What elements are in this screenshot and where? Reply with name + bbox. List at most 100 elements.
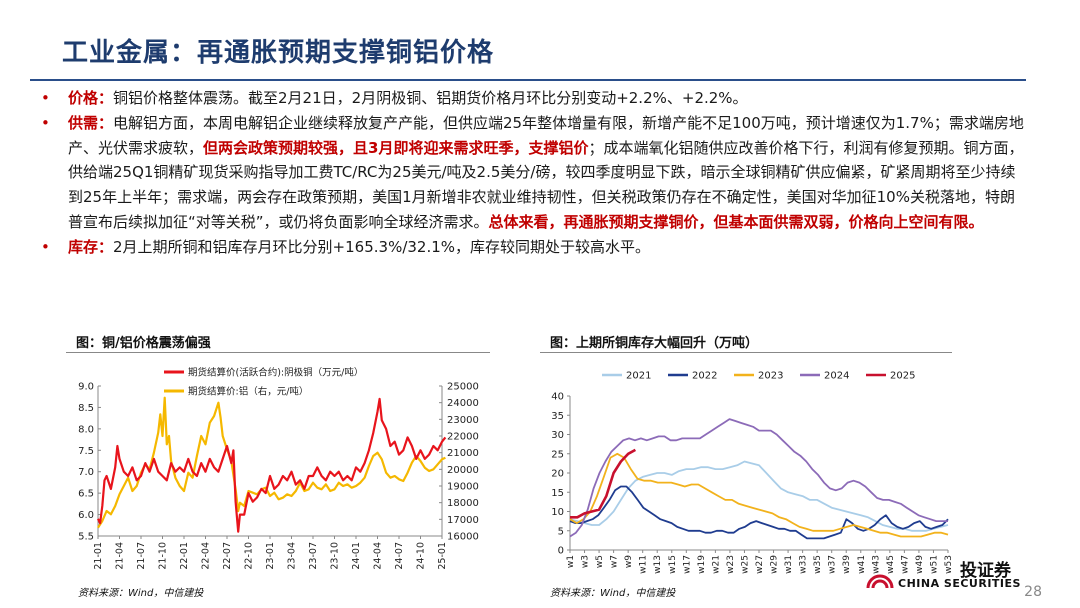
x-tick-label: w25 bbox=[740, 555, 750, 574]
bullet-lead: 供需： bbox=[68, 113, 114, 132]
logo-en: CHINA SECURITIES bbox=[898, 577, 1021, 590]
x-tick-label: w23 bbox=[726, 555, 736, 574]
x-tick-label: w43 bbox=[871, 555, 881, 574]
y2-tick-label: 23000 bbox=[447, 415, 479, 426]
y-tick-label: 10 bbox=[551, 507, 564, 518]
series-2023-line bbox=[569, 452, 949, 538]
series-2025-line bbox=[570, 448, 637, 519]
logo-zh: 投证券 bbox=[960, 561, 1011, 581]
y2-tick-label: 16000 bbox=[447, 532, 479, 543]
legend-label: 2022 bbox=[692, 371, 717, 382]
x-tick-label: w7 bbox=[610, 555, 620, 568]
x-tick-label: w5 bbox=[595, 555, 605, 568]
x-tick-label: w53 bbox=[944, 555, 954, 574]
legend-label: 2024 bbox=[824, 371, 849, 382]
y-tick-label: 6.0 bbox=[78, 510, 94, 521]
y-tick-label: 5 bbox=[558, 526, 564, 537]
bullet-list: • 价格：铜铝价格整体震荡。截至2月21日，2月阴极铜、铝期货价格月环比分别变动… bbox=[38, 86, 1028, 260]
x-tick-label: 23-07 bbox=[308, 542, 319, 570]
bullet-text: 电解铝方面，本周电解铝企业继续释放复产产能，但供应端25年整体增量有限，新增产能… bbox=[68, 113, 1024, 157]
logo-mark-icon bbox=[866, 574, 894, 589]
y-tick-label: 8.0 bbox=[78, 424, 94, 435]
x-tick-label: w17 bbox=[682, 555, 692, 574]
x-tick-label: 22-01 bbox=[179, 542, 190, 570]
bullet-dot-icon: • bbox=[41, 237, 50, 256]
y-tick-label: 5.5 bbox=[78, 532, 94, 543]
x-tick-label: w37 bbox=[828, 555, 838, 574]
y-tick-label: 8.5 bbox=[78, 403, 94, 414]
y-tick-label: 7.5 bbox=[78, 446, 94, 457]
y-tick-label: 25 bbox=[551, 449, 564, 460]
x-tick-label: w47 bbox=[900, 555, 910, 574]
bullet-highlight: 总体来看，再通胀预期支撑铜价，但基本面供需双弱，价格向上空间有限。 bbox=[488, 212, 984, 231]
title-divider bbox=[30, 79, 1026, 81]
y2-tick-label: 25000 bbox=[447, 382, 479, 393]
series-aluminum-line bbox=[97, 396, 446, 529]
y-tick-label: 40 bbox=[551, 392, 564, 403]
x-tick-label: w15 bbox=[668, 555, 678, 574]
y2-tick-label: 21000 bbox=[447, 448, 479, 459]
x-tick-label: w31 bbox=[784, 555, 794, 574]
x-tick-label: 24-10 bbox=[416, 542, 427, 570]
left-chart-source: 资料来源：Wind，中信建投 bbox=[78, 588, 204, 599]
bullet-supply-demand: • 供需：电解铝方面，本周电解铝企业继续释放复产产能，但供应端25年整体增量有限… bbox=[38, 111, 1028, 235]
y-tick-label: 9.0 bbox=[78, 382, 94, 393]
bullet-text: ；成本端氧化铝随供应改善价格下行，利润有修复预期。铜方面，供给端25Q1铜精矿现… bbox=[68, 138, 1024, 231]
y-tick-label: 6.5 bbox=[78, 489, 94, 500]
bullet-price: • 价格：铜铝价格整体震荡。截至2月21日，2月阴极铜、铝期货价格月环比分别变动… bbox=[38, 86, 1028, 111]
page-title: 工业金属：再通胀预期支撑铜铝价格 bbox=[62, 38, 495, 68]
x-tick-label: 21-01 bbox=[93, 542, 104, 570]
x-tick-label: 22-07 bbox=[222, 542, 233, 570]
x-tick-label: w21 bbox=[711, 555, 721, 574]
y-tick-label: 0 bbox=[558, 546, 564, 557]
x-tick-label: 25-01 bbox=[437, 542, 448, 570]
x-tick-label: 21-07 bbox=[136, 542, 147, 570]
x-tick-label: w51 bbox=[929, 555, 939, 574]
x-tick-label: w9 bbox=[624, 555, 634, 568]
right-chart-heading: 图：上期所铜库存大幅回升（万吨） bbox=[540, 330, 952, 353]
left-chart-heading: 图：铜/铝价格震荡偏强 bbox=[66, 330, 490, 353]
x-tick-label: w27 bbox=[755, 555, 765, 574]
x-tick-label: w3 bbox=[581, 555, 591, 568]
series-2024-line bbox=[569, 418, 948, 538]
bullet-dot-icon: • bbox=[41, 113, 50, 132]
x-tick-label: w19 bbox=[697, 555, 707, 574]
left-chart-heading-text: 图：铜/铝价格震荡偏强 bbox=[76, 336, 211, 351]
y-tick-label: 35 bbox=[551, 411, 564, 422]
x-tick-label: w45 bbox=[886, 555, 896, 574]
page-number: 28 bbox=[1024, 584, 1042, 600]
y2-tick-label: 22000 bbox=[447, 432, 479, 443]
copper-aluminum-price-chart: 5.5 6.0 6.5 7.0 7.5 8.0 8.5 9.0 16000 17000 18000 1… bbox=[78, 367, 479, 570]
x-tick-label: 22-04 bbox=[201, 542, 212, 570]
y-tick-label: 15 bbox=[551, 488, 564, 499]
bullet-inventory: • 库存：2月上期所铜和铝库存月环比分别+165.3%/32.1%，库存较同期处… bbox=[38, 235, 1028, 260]
legend-aluminum-label: 期货结算价:铝（右，元/吨） bbox=[188, 386, 308, 398]
x-tick-label: w13 bbox=[653, 555, 663, 574]
x-tick-label: 23-01 bbox=[265, 542, 276, 570]
y2-tick-label: 19000 bbox=[447, 482, 479, 493]
bullet-text: 2月上期所铜和铝库存月环比分别+165.3%/32.1%，库存较同期处于较高水平… bbox=[113, 237, 651, 256]
y-tick-label: 20 bbox=[551, 469, 564, 480]
legend-label: 2025 bbox=[890, 371, 915, 382]
x-tick-label: w49 bbox=[915, 555, 925, 574]
x-tick-label: w41 bbox=[857, 555, 867, 574]
legend-label: 2023 bbox=[758, 371, 783, 382]
x-tick-label: 24-04 bbox=[373, 542, 384, 570]
y-tick-label: 7.0 bbox=[78, 467, 94, 478]
y2-tick-label: 17000 bbox=[447, 515, 479, 526]
bullet-lead: 价格： bbox=[68, 89, 114, 107]
x-tick-label: 22-10 bbox=[244, 542, 255, 570]
series-2021-line bbox=[569, 460, 949, 532]
x-tick-label: 21-10 bbox=[158, 542, 169, 570]
x-tick-label: w35 bbox=[813, 555, 823, 574]
bullet-text: 铜铝价格整体震荡。截至2月21日，2月阴极铜、铝期货价格月环比分别变动+2.2%… bbox=[113, 89, 748, 107]
series-copper-line bbox=[97, 397, 447, 533]
legend-copper-label: 期货结算价(活跃合约):阴极铜（万元/吨） bbox=[188, 367, 363, 379]
x-tick-label: 23-10 bbox=[330, 542, 341, 570]
y2-tick-label: 18000 bbox=[447, 498, 479, 509]
x-tick-label: w33 bbox=[799, 555, 809, 574]
x-tick-label: w1 bbox=[566, 555, 576, 568]
x-tick-label: 24-07 bbox=[394, 542, 405, 570]
x-tick-label: w39 bbox=[842, 555, 852, 574]
